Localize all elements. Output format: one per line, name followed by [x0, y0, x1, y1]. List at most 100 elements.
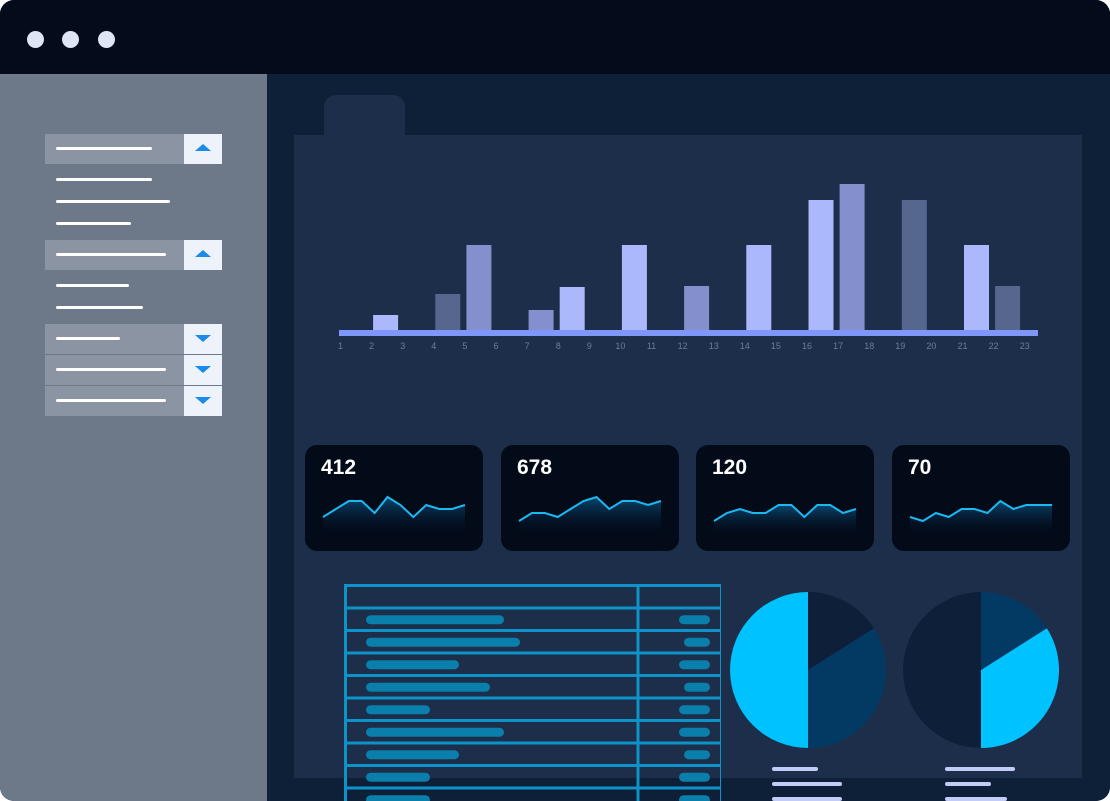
- section-label-placeholder: [56, 368, 166, 371]
- kpi-value: 120: [712, 456, 748, 479]
- table-cell-pill[interactable]: [366, 795, 430, 801]
- pie-slice[interactable]: [981, 628, 1059, 748]
- bar[interactable]: [621, 245, 647, 330]
- table-cell-pill[interactable]: [366, 705, 430, 715]
- pie-slice[interactable]: [808, 592, 874, 670]
- x-tick-label: 21: [957, 341, 967, 351]
- section-label-placeholder: [56, 253, 166, 256]
- window-dot-maximize[interactable]: [98, 31, 115, 48]
- table-cell-pill[interactable]: [366, 615, 504, 625]
- sidebar-item[interactable]: [56, 222, 131, 225]
- sparkline: [322, 495, 466, 537]
- x-tick-label: 4: [431, 341, 436, 351]
- section-label-placeholder: [56, 399, 166, 402]
- table-cell-pill[interactable]: [684, 750, 710, 760]
- bar[interactable]: [901, 200, 927, 330]
- table-cell-pill[interactable]: [366, 682, 490, 692]
- bar[interactable]: [839, 184, 865, 330]
- x-tick-label: 8: [556, 341, 561, 351]
- x-tick-label: 22: [989, 341, 999, 351]
- expand-button[interactable]: [184, 355, 222, 385]
- bar-chart: 1 2 3 4 5 6 7 8 9 10 11 12 13 14 15 16 17 18 19 20 21 22 23: [338, 184, 1038, 351]
- bar[interactable]: [746, 245, 772, 330]
- x-tick-label: 2: [369, 341, 374, 351]
- chevron-up-icon: [195, 250, 211, 257]
- sidebar-section-3[interactable]: [45, 324, 222, 354]
- table-cell-pill[interactable]: [366, 637, 520, 647]
- x-tick-label: 17: [833, 341, 843, 351]
- sidebar-section-4[interactable]: [45, 355, 222, 385]
- x-tick-label: 16: [802, 341, 812, 351]
- table-cell-pill[interactable]: [366, 660, 459, 670]
- sparkline: [518, 495, 662, 537]
- bar[interactable]: [684, 286, 710, 330]
- pie-slice[interactable]: [981, 592, 1047, 670]
- pie-slice[interactable]: [730, 592, 808, 748]
- legend-item: [945, 782, 991, 786]
- bar[interactable]: [808, 200, 834, 330]
- sidebar-item[interactable]: [56, 284, 129, 287]
- x-tick-label: 10: [615, 341, 625, 351]
- window-dot-minimize[interactable]: [62, 31, 79, 48]
- expand-button[interactable]: [184, 324, 222, 354]
- kpi-card[interactable]: 120: [696, 445, 874, 551]
- table-cell-pill[interactable]: [679, 772, 710, 782]
- table-cell-pill[interactable]: [679, 660, 710, 670]
- kpi-card[interactable]: 678: [501, 445, 679, 551]
- pie-slice[interactable]: [808, 628, 886, 748]
- sidebar-item[interactable]: [56, 178, 152, 181]
- legend-item: [945, 767, 1015, 771]
- x-tick-label: 6: [493, 341, 498, 351]
- sparkline-line: [713, 504, 857, 522]
- x-tick-label: 3: [400, 341, 405, 351]
- chevron-down-icon: [195, 335, 211, 342]
- x-tick-label: 9: [587, 341, 592, 351]
- table-cell-pill[interactable]: [366, 750, 459, 760]
- table-cell-pill[interactable]: [684, 637, 710, 647]
- sidebar-item[interactable]: [56, 200, 170, 203]
- table-cell-pill[interactable]: [679, 795, 710, 801]
- legend-item: [772, 797, 842, 801]
- kpi-value: 678: [517, 456, 553, 479]
- x-tick-label: 13: [709, 341, 719, 351]
- table-cell-pill[interactable]: [366, 772, 430, 782]
- sidebar-section-2[interactable]: [45, 240, 222, 270]
- sidebar-section-5[interactable]: [45, 386, 222, 416]
- bar[interactable]: [964, 245, 989, 330]
- x-tick-label: 1: [338, 341, 343, 351]
- table-cell-pill[interactable]: [679, 727, 710, 737]
- bar[interactable]: [435, 294, 461, 330]
- chevron-down-icon: [195, 397, 211, 404]
- expand-button[interactable]: [184, 386, 222, 416]
- sparkline-line: [909, 499, 1052, 523]
- table-cell-pill[interactable]: [684, 682, 710, 692]
- kpi-value: 412: [321, 456, 357, 479]
- sidebar-section-1[interactable]: [45, 134, 222, 164]
- sparkline: [909, 499, 1052, 537]
- x-tick-label: 5: [462, 341, 467, 351]
- sparkline-line: [322, 495, 466, 519]
- table-cell-pill[interactable]: [679, 615, 710, 625]
- bar[interactable]: [466, 245, 492, 330]
- collapse-button[interactable]: [184, 240, 222, 270]
- sparkline-area: [519, 497, 661, 537]
- collapse-button[interactable]: [184, 134, 222, 164]
- sparkline-area: [910, 501, 1052, 537]
- kpi-card[interactable]: 70: [892, 445, 1070, 551]
- section-label-placeholder: [56, 337, 120, 340]
- table-cell-pill[interactable]: [366, 727, 504, 737]
- chevron-down-icon: [195, 366, 211, 373]
- pie-slice[interactable]: [903, 592, 981, 748]
- bar[interactable]: [528, 310, 554, 330]
- table-cell-pill[interactable]: [679, 705, 710, 715]
- bar[interactable]: [559, 287, 585, 330]
- legend-item: [772, 767, 818, 771]
- bar[interactable]: [373, 315, 399, 330]
- chevron-up-icon: [195, 144, 211, 151]
- sidebar-item[interactable]: [56, 306, 143, 309]
- bar[interactable]: [995, 286, 1021, 330]
- x-tick-label: 14: [740, 341, 750, 351]
- window-dot-close[interactable]: [27, 31, 44, 48]
- kpi-card[interactable]: 412: [305, 445, 483, 551]
